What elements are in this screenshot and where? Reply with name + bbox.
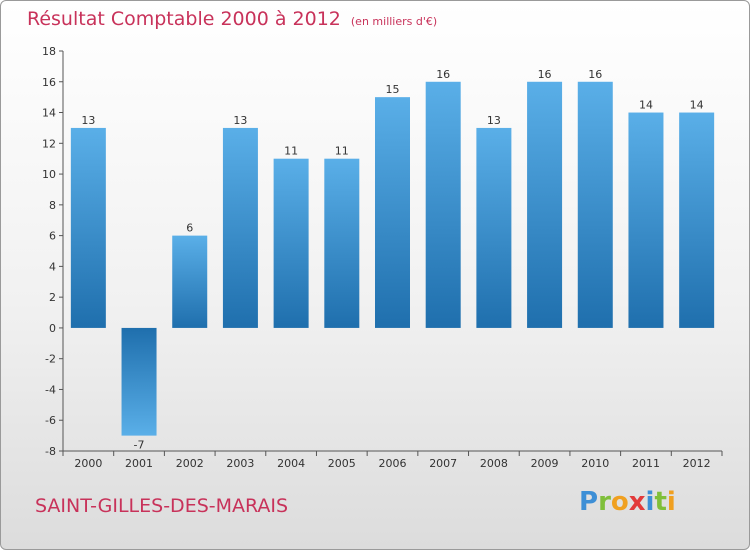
logo-letter: i [645,487,655,517]
logo-letter: P [579,487,599,517]
logo-letter: r [598,487,611,517]
bar [628,112,664,328]
commune-name: SAINT-GILLES-DES-MARAIS [35,495,289,517]
unit-label: (en milliers d'€) [350,15,438,28]
y-tick-label: 14 [42,107,56,120]
x-tick-label: 2006 [379,457,407,470]
x-tick-label: 2002 [176,457,204,470]
bar [425,81,461,328]
y-tick-label: 10 [42,168,56,181]
data-label: 11 [335,145,349,158]
bar [70,127,106,328]
x-tick-label: 2009 [531,457,559,470]
chart-title-text: Résultat Comptable 2000 à 2012 [27,8,341,30]
bar [577,81,613,328]
y-tick-label: 2 [49,291,56,304]
x-tick-label: 2007 [429,457,457,470]
x-tick-label: 2004 [277,457,305,470]
data-label: 6 [186,222,193,235]
data-label: 14 [639,99,653,112]
x-tick-label: 2001 [125,457,153,470]
logo-letter: x [628,487,646,517]
x-tick-label: 2010 [581,457,609,470]
chart-title: Résultat Comptable 2000 à 2012 (en millie… [27,8,437,30]
logo-letter: o [610,487,629,517]
data-label: 15 [386,83,400,96]
x-tick-label: 2005 [328,457,356,470]
y-tick-label: -6 [45,414,56,427]
bar [527,81,563,328]
y-tick-label: 12 [42,137,56,150]
logo-letter: t [654,487,667,517]
y-tick-label: -4 [45,383,56,396]
bar [679,112,715,328]
data-label: 14 [690,99,704,112]
bar [375,97,410,328]
data-label: 13 [487,114,501,127]
bar [222,127,258,328]
y-tick-label: 16 [42,76,56,89]
data-label: 16 [436,68,450,81]
bar [121,327,157,436]
bar [273,158,309,328]
x-tick-label: 2003 [226,457,254,470]
proxiti-logo: Proxiti [579,487,676,517]
data-label: 16 [588,68,602,81]
x-tick-label: 2011 [632,457,660,470]
data-label: 11 [284,145,298,158]
y-tick-label: 8 [49,199,56,212]
data-label: 16 [538,68,552,81]
y-tick-label: -2 [45,353,56,366]
bar [172,235,208,328]
x-tick-label: 2008 [480,457,508,470]
y-tick-label: 6 [49,230,56,243]
y-tick-label: 18 [42,45,56,58]
x-tick-label: 2012 [683,457,711,470]
bar [324,158,360,328]
data-label: 13 [233,114,247,127]
bar [476,127,512,328]
y-tick-label: -8 [45,445,56,458]
y-tick-label: 4 [49,260,56,273]
x-tick-label: 2000 [74,457,102,470]
data-label: -7 [134,439,145,452]
data-label: 13 [81,114,95,127]
logo-letter: i [666,487,676,517]
y-tick-label: 0 [49,322,56,335]
